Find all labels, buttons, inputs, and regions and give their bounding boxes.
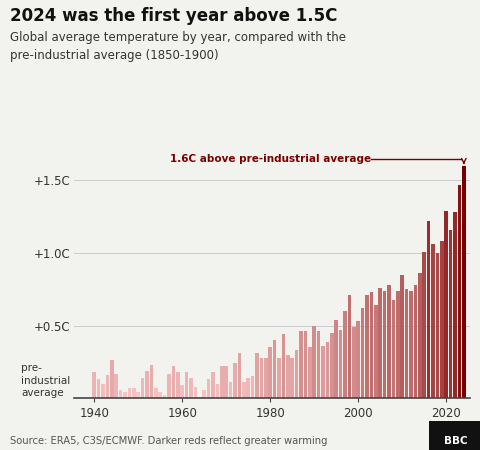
Bar <box>171 366 175 398</box>
Bar <box>431 244 435 398</box>
Bar <box>343 311 347 398</box>
Bar <box>449 230 453 398</box>
Bar <box>444 211 448 398</box>
Bar <box>352 327 356 398</box>
Bar <box>229 382 232 398</box>
Bar <box>435 253 439 398</box>
Bar <box>462 166 466 398</box>
Bar <box>317 332 321 398</box>
Bar <box>185 372 189 398</box>
Bar <box>97 379 100 398</box>
Bar <box>119 390 122 398</box>
Text: Source: ERA5, C3S/ECMWF. Darker reds reflect greater warming: Source: ERA5, C3S/ECMWF. Darker reds ref… <box>10 436 327 446</box>
Bar <box>308 347 312 398</box>
Text: pre-
industrial
average: pre- industrial average <box>21 364 70 398</box>
Bar <box>374 305 378 398</box>
Bar <box>282 334 285 398</box>
Bar <box>136 392 140 398</box>
Bar <box>453 212 457 398</box>
Bar <box>356 321 360 398</box>
Bar <box>414 285 417 398</box>
Bar <box>128 388 131 398</box>
Bar <box>198 397 202 398</box>
Bar <box>216 384 219 398</box>
Bar <box>325 342 329 398</box>
Bar <box>299 332 303 398</box>
Bar <box>255 353 259 398</box>
Bar <box>110 360 114 398</box>
Text: 1.6C above pre-industrial average: 1.6C above pre-industrial average <box>170 154 372 164</box>
Bar <box>246 378 250 398</box>
Bar <box>189 378 193 398</box>
Bar <box>163 396 167 398</box>
Bar <box>176 372 180 398</box>
Bar <box>422 252 426 398</box>
Text: BBC: BBC <box>444 436 468 446</box>
Bar <box>92 372 96 398</box>
Bar <box>409 291 413 398</box>
Bar <box>123 392 127 398</box>
Bar <box>193 387 197 398</box>
Bar <box>101 384 105 398</box>
Bar <box>312 326 316 398</box>
Bar <box>242 382 246 398</box>
Bar <box>321 346 325 398</box>
Bar <box>154 388 157 398</box>
Bar <box>145 371 149 398</box>
Bar <box>383 291 386 398</box>
Bar <box>180 385 184 398</box>
Bar <box>400 275 404 398</box>
Bar <box>207 379 210 398</box>
Bar <box>348 295 351 398</box>
Bar <box>339 330 342 398</box>
Text: Global average temperature by year, compared with the
pre-industrial average (18: Global average temperature by year, comp… <box>10 32 346 62</box>
Bar <box>303 332 307 398</box>
Bar <box>114 374 118 398</box>
Bar <box>277 358 281 398</box>
Bar <box>286 355 289 398</box>
Bar <box>106 375 109 398</box>
Bar <box>158 392 162 398</box>
Bar <box>387 285 391 398</box>
Bar <box>167 374 171 398</box>
Bar <box>268 347 272 398</box>
Bar <box>220 366 224 398</box>
Bar <box>378 288 382 398</box>
Bar <box>224 366 228 398</box>
Bar <box>405 289 408 398</box>
Bar <box>370 292 373 398</box>
Bar <box>365 295 369 398</box>
Bar <box>330 333 334 398</box>
Bar <box>273 340 276 398</box>
Bar <box>233 364 237 398</box>
Bar <box>418 273 421 398</box>
Bar <box>211 372 215 398</box>
Bar <box>150 365 153 398</box>
Text: 2024 was the first year above 1.5C: 2024 was the first year above 1.5C <box>10 7 337 25</box>
Bar <box>238 353 241 398</box>
Bar <box>361 308 364 398</box>
Bar <box>440 242 444 398</box>
Bar <box>290 358 294 398</box>
Bar <box>260 358 263 398</box>
Bar <box>335 320 338 398</box>
Bar <box>203 390 206 398</box>
Bar <box>457 185 461 398</box>
Bar <box>251 377 254 398</box>
Bar <box>396 291 400 398</box>
Bar <box>141 378 144 398</box>
Bar <box>427 221 431 398</box>
Bar <box>264 358 268 398</box>
Bar <box>295 351 299 398</box>
Bar <box>132 388 136 398</box>
Bar <box>392 300 395 398</box>
